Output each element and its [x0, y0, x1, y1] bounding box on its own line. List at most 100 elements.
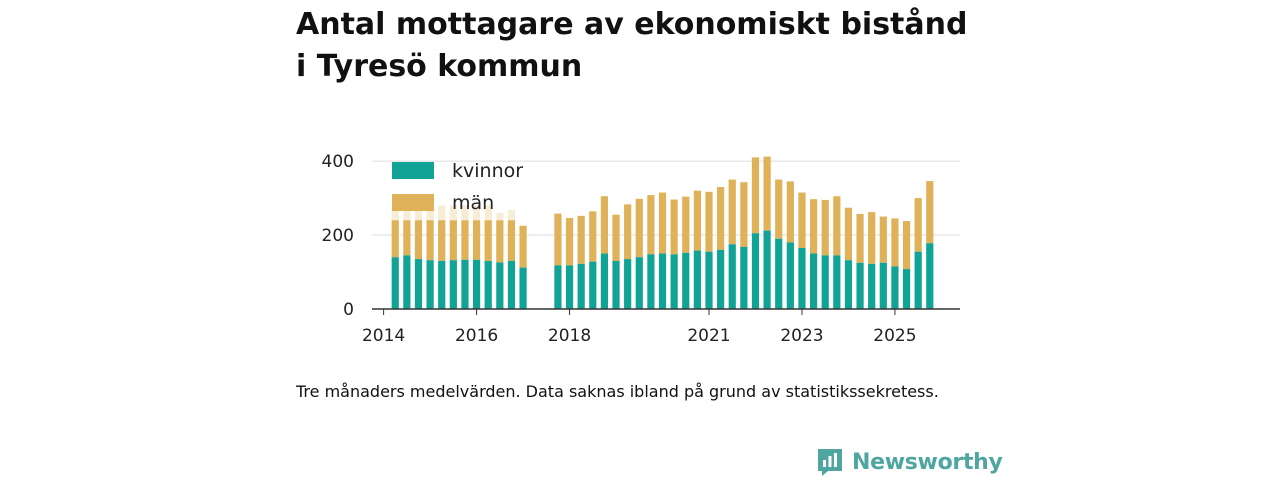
bar-man: [763, 156, 771, 231]
bar-kvinnor: [763, 230, 771, 309]
bar-kvinnor: [926, 243, 934, 309]
bar-kvinnor: [414, 259, 423, 309]
bar-man: [612, 214, 620, 261]
bar-faded: [438, 205, 446, 221]
bar-kvinnor: [705, 251, 713, 309]
bar-faded: [461, 205, 469, 221]
bar-kvinnor: [821, 255, 829, 309]
bar-kvinnor: [902, 269, 911, 309]
bar-man: [507, 220, 516, 261]
bar-kvinnor: [496, 262, 504, 309]
bar-man: [751, 157, 760, 234]
bar-man: [868, 212, 876, 264]
x-tick-label: 2016: [455, 326, 498, 346]
bar-kvinnor: [751, 233, 760, 309]
bar-man: [926, 181, 934, 244]
y-tick-label: 400: [322, 152, 354, 172]
bar-faded: [507, 209, 516, 221]
x-tick-label: 2021: [687, 326, 730, 346]
bar-kvinnor: [577, 263, 585, 309]
bar-man: [914, 198, 922, 252]
bar-kvinnor: [426, 260, 434, 309]
bar-man: [786, 181, 794, 243]
bar-man: [414, 220, 423, 260]
bar-man: [449, 220, 457, 261]
bar-faded: [414, 205, 423, 221]
bar-man: [717, 186, 725, 250]
bar-kvinnor: [391, 257, 399, 309]
bar-kvinnor: [809, 253, 818, 309]
bar-kvinnor: [891, 266, 899, 309]
x-tick-label: 2023: [780, 326, 823, 346]
bar-kvinnor: [507, 260, 516, 309]
bar-man: [438, 220, 446, 261]
bar-kvinnor: [856, 262, 864, 309]
bar-man: [484, 220, 492, 261]
bar-man: [635, 198, 643, 258]
bar-man: [693, 190, 701, 251]
bar-man: [902, 220, 911, 270]
bar-kvinnor: [658, 253, 667, 309]
bar-faded: [472, 205, 481, 221]
bar-man: [565, 218, 574, 266]
bar-man: [821, 199, 829, 256]
bar-kvinnor: [565, 265, 574, 309]
bar-kvinnor: [914, 251, 922, 309]
y-axis-ticks: 0 200 400: [322, 152, 354, 320]
bar-kvinnor: [775, 238, 783, 309]
bar-man: [426, 220, 434, 261]
x-tick-label: 2025: [873, 326, 916, 346]
bar-man: [833, 196, 841, 256]
bar-man: [461, 220, 469, 260]
bar-man: [775, 179, 783, 239]
chart-title-line1: Antal mottagare av ekonomiskt bistånd: [296, 7, 968, 42]
bar-man: [589, 211, 597, 262]
bar-kvinnor: [833, 255, 841, 309]
bar-man: [658, 192, 667, 254]
bar-man: [519, 225, 527, 268]
bar-kvinnor: [682, 252, 690, 309]
legend-label-0: kvinnor: [452, 160, 523, 182]
legend-swatch-0: [392, 162, 434, 179]
bar-man: [891, 218, 899, 267]
bar-faded: [391, 205, 399, 221]
bar-faded: [426, 205, 434, 221]
bar-kvinnor: [438, 260, 446, 309]
brand[interactable]: Newsworthy: [816, 446, 1003, 478]
bar-man: [496, 220, 504, 263]
bar-man: [809, 199, 818, 254]
bar-kvinnor: [403, 255, 411, 309]
x-tick-label: 2018: [548, 326, 591, 346]
bar-man: [740, 182, 748, 247]
bar-man: [670, 199, 678, 255]
legend-swatch-1: [392, 194, 434, 211]
bar-kvinnor: [717, 249, 725, 309]
x-axis-ticks: 2014 2016 2018 2021 2023 2025: [362, 309, 917, 346]
bar-man: [647, 195, 655, 255]
bar-kvinnor: [624, 259, 632, 309]
bar-man: [844, 207, 853, 261]
bar-man: [391, 220, 399, 258]
bar-faded: [403, 205, 411, 221]
bar-kvinnor: [449, 260, 457, 309]
bar-man: [798, 192, 806, 248]
bar-kvinnor: [740, 246, 748, 309]
bar-kvinnor: [472, 259, 481, 309]
bar-kvinnor: [647, 254, 655, 309]
bar-man: [600, 196, 609, 254]
bar-kvinnor: [670, 254, 678, 309]
bar-kvinnor: [879, 262, 887, 309]
bar-kvinnor: [484, 260, 492, 309]
bar-man: [856, 213, 864, 263]
bar-man: [728, 179, 736, 245]
bar-kvinnor: [868, 263, 876, 309]
bar-man: [472, 220, 481, 260]
bar-kvinnor: [612, 260, 620, 309]
bar-faded: [484, 205, 492, 221]
y-tick-label: 0: [343, 300, 354, 320]
bar-kvinnor: [728, 244, 736, 309]
brand-name: Newsworthy: [852, 449, 1003, 475]
bar-kvinnor: [519, 267, 527, 309]
bar-man: [624, 204, 632, 260]
